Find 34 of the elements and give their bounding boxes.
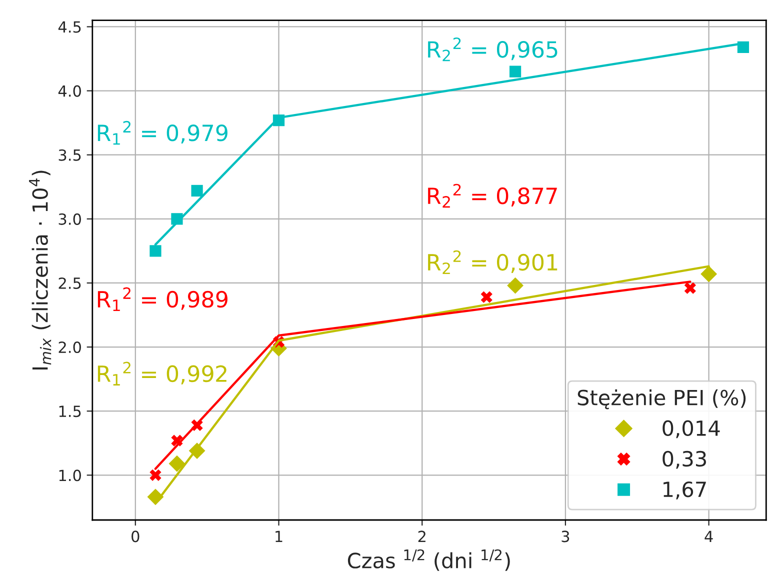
x-tick-label: 2 xyxy=(418,530,426,542)
x-tick-label: 1 xyxy=(276,530,282,542)
annotation: R$_{1}$$^{2}$ = 0,979 xyxy=(98,120,228,145)
y-tick-label: 4.5 xyxy=(58,21,81,33)
x-axis-title: Czas $^{1/2}$ (dni $^{1/2}$) xyxy=(348,549,510,571)
x-tick-label: 4 xyxy=(704,530,713,542)
y-tick-label: 1.5 xyxy=(59,406,81,418)
point xyxy=(700,266,718,282)
annotation: R$_{1}$$^{2}$ = 0,992 xyxy=(98,362,226,386)
point xyxy=(509,66,522,78)
annotation: R$_{2}$$^{2}$ = 0,901 xyxy=(428,250,558,274)
y-tick-label: 4.0 xyxy=(58,85,81,97)
legend-label: 0,014 xyxy=(662,420,720,438)
y-tick-label: 3.0 xyxy=(58,213,81,225)
annotation: R$_{1}$$^{2}$ = 0,989 xyxy=(98,287,228,311)
point xyxy=(150,469,162,481)
y-tick-label: 2.0 xyxy=(58,342,81,354)
y-tick-label: 1.0 xyxy=(59,470,81,482)
point xyxy=(507,277,524,294)
x-tick-label: 3 xyxy=(562,530,570,542)
point xyxy=(168,455,186,472)
point xyxy=(150,245,162,257)
y-axis-title: I$_{mix}$ (zliczenia · 10$^{4}$) xyxy=(29,170,52,370)
y-tick-label: 2.5 xyxy=(58,277,81,289)
legend-label: 0,33 xyxy=(662,450,706,469)
point xyxy=(191,184,203,197)
legend-title: Stężenie PEI (%) xyxy=(578,389,746,410)
y-tick-label: 3.5 xyxy=(58,149,81,161)
x-tick-label: 0 xyxy=(132,530,140,542)
point xyxy=(684,282,696,294)
point xyxy=(480,291,492,303)
annotation: R$_{2}$$^{2}$ = 0,965 xyxy=(428,37,558,62)
annotation: R$_{2}$$^{2}$ = 0,877 xyxy=(428,184,557,208)
legend-label: 1,67 xyxy=(664,481,706,500)
